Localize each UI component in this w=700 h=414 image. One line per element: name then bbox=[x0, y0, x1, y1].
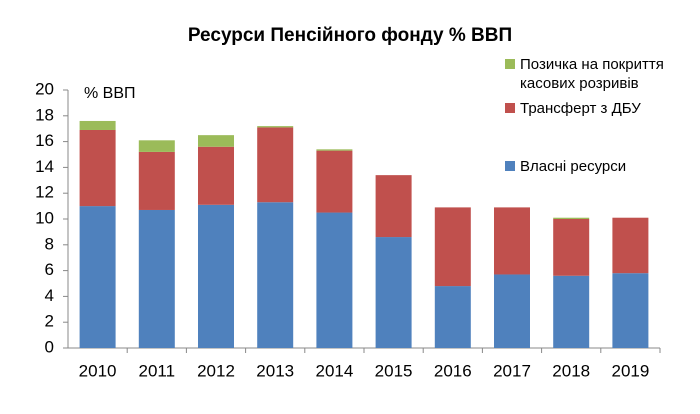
x-tick-label: 2010 bbox=[79, 361, 117, 380]
bar-segment bbox=[198, 135, 234, 147]
bar-segment bbox=[612, 273, 649, 348]
bar-segment bbox=[375, 237, 412, 348]
x-tick-label: 2016 bbox=[434, 361, 472, 380]
x-tick-label: 2011 bbox=[139, 361, 176, 380]
bar-segment bbox=[138, 209, 175, 348]
x-tick-label: 2018 bbox=[552, 361, 590, 380]
bar-segment bbox=[257, 127, 294, 203]
x-tick-label: 2012 bbox=[197, 361, 235, 380]
bar-segment bbox=[257, 126, 294, 128]
x-tick-label: 2013 bbox=[256, 361, 294, 380]
y-tick-label: 14 bbox=[35, 157, 54, 176]
y-tick-label: 18 bbox=[35, 105, 54, 124]
bar-segment bbox=[198, 146, 234, 205]
y-axis-label: % ВВП bbox=[84, 85, 136, 102]
y-tick-label: 4 bbox=[45, 286, 54, 305]
bar-segment bbox=[79, 206, 116, 348]
x-tick-label: 2019 bbox=[611, 361, 649, 380]
y-tick-label: 20 bbox=[35, 79, 54, 98]
x-tick-label: 2017 bbox=[493, 361, 531, 380]
legend-swatch bbox=[505, 161, 515, 171]
x-tick-label: 2015 bbox=[375, 361, 413, 380]
bar-segment bbox=[553, 275, 590, 348]
y-tick-label: 0 bbox=[45, 337, 54, 356]
bar-segment bbox=[494, 207, 530, 275]
bar-segment bbox=[553, 217, 590, 219]
bar-segment bbox=[434, 207, 471, 287]
y-tick-label: 6 bbox=[45, 260, 54, 279]
bar-segment bbox=[79, 129, 116, 207]
chart-title: Ресурси Пенсійного фонду % ВВП bbox=[188, 25, 512, 46]
bar-segment bbox=[198, 204, 234, 348]
bar-segment bbox=[316, 150, 353, 213]
bar-segment bbox=[434, 286, 471, 348]
y-tick-label: 2 bbox=[45, 312, 54, 331]
x-tick-label: 2014 bbox=[315, 361, 353, 380]
bar-segment bbox=[316, 212, 353, 348]
y-tick-label: 8 bbox=[45, 234, 54, 253]
bar-segment bbox=[79, 120, 116, 130]
legend-label: Власні ресурси bbox=[520, 158, 627, 175]
legend-swatch bbox=[505, 59, 515, 69]
legend-swatch bbox=[505, 103, 515, 113]
bar-segment bbox=[494, 274, 530, 348]
y-tick-label: 16 bbox=[35, 131, 54, 150]
bar-segment bbox=[553, 219, 590, 276]
bar-segment bbox=[612, 217, 649, 274]
legend-label: Позичка на покриття касових розривів bbox=[520, 56, 664, 92]
y-tick-label: 10 bbox=[35, 208, 54, 227]
bar-segment bbox=[375, 175, 412, 238]
bar-segment bbox=[138, 140, 175, 152]
legend-label: Трансферт з ДБУ bbox=[520, 100, 641, 117]
bar-segment bbox=[138, 151, 175, 210]
bar-segment bbox=[316, 149, 353, 151]
y-tick-label: 12 bbox=[35, 183, 54, 202]
bar-segment bbox=[257, 202, 294, 348]
